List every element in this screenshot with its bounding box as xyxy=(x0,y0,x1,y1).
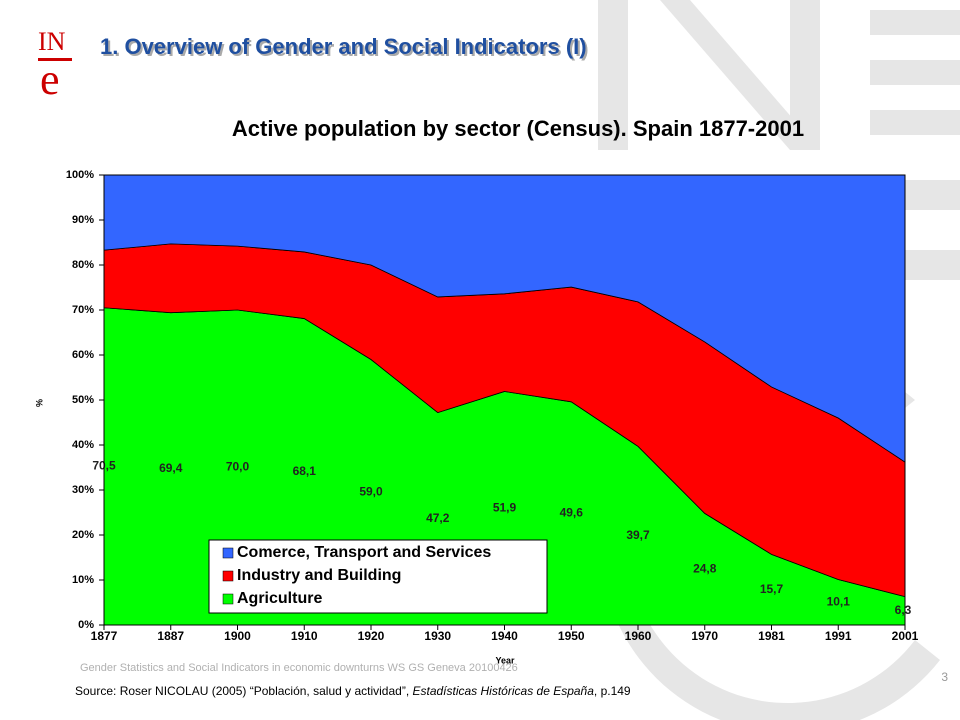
y-tick-label: 40% xyxy=(72,439,94,451)
legend-box xyxy=(208,539,548,614)
source-after: , p.149 xyxy=(594,684,631,698)
legend-label: Comerce, Transport and Services xyxy=(237,544,491,561)
y-tick-label: 0% xyxy=(78,619,94,631)
chart-title: Active population by sector (Census). Sp… xyxy=(232,116,804,141)
data-label: 47,2 xyxy=(426,511,450,525)
source-italic: Estadísticas Históricas de España xyxy=(412,684,594,698)
data-label: 69,4 xyxy=(159,461,183,475)
y-axis-label: % xyxy=(34,399,44,407)
data-label: 6,3 xyxy=(895,603,912,617)
y-tick-label: 100% xyxy=(66,169,94,181)
x-tick-label: 1900 xyxy=(224,629,251,643)
legend-swatch xyxy=(222,570,234,582)
data-label: 70,0 xyxy=(226,460,250,474)
x-tick-label: 1970 xyxy=(691,629,718,643)
logo-bottom: e xyxy=(40,55,60,104)
x-tick-label: 1877 xyxy=(91,629,118,643)
y-tick-label: 20% xyxy=(72,529,94,541)
page-number: 3 xyxy=(941,670,948,684)
data-label: 59,0 xyxy=(359,484,383,498)
y-tick-label: 10% xyxy=(72,574,94,586)
legend-label: Industry and Building xyxy=(237,567,401,584)
x-axis-label: Year xyxy=(495,655,515,665)
y-tick-label: 50% xyxy=(72,394,94,406)
x-tick-label: 1920 xyxy=(358,629,385,643)
x-tick-label: 1950 xyxy=(558,629,585,643)
source-before: Source: Roser NICOLAU (2005) “Población,… xyxy=(75,684,412,698)
x-tick-label: 1930 xyxy=(424,629,451,643)
slide-title-shadow: 1. Overview of Gender and Social Indicat… xyxy=(102,36,589,61)
data-label: 15,7 xyxy=(760,582,784,596)
x-tick-label: 1940 xyxy=(491,629,518,643)
x-tick-label: 1991 xyxy=(825,629,852,643)
data-label: 24,8 xyxy=(693,561,717,575)
data-label: 49,6 xyxy=(560,506,584,520)
logo-top: IN xyxy=(38,27,66,56)
y-tick-label: 80% xyxy=(72,259,94,271)
legend-label: Agriculture xyxy=(237,590,322,607)
x-tick-label: 1887 xyxy=(157,629,184,643)
y-tick-label: 60% xyxy=(72,349,94,361)
x-tick-label: 1910 xyxy=(291,629,318,643)
legend-swatch xyxy=(222,547,234,559)
legend: Comerce, Transport and Services Industry … xyxy=(208,539,548,614)
y-tick-label: 70% xyxy=(72,304,94,316)
x-tick-label: 1960 xyxy=(625,629,652,643)
logo-rule xyxy=(38,58,72,61)
x-tick-label: 1981 xyxy=(758,629,785,643)
legend-swatch xyxy=(222,593,234,605)
footer: Gender Statistics and Social Indicators … xyxy=(80,662,518,674)
y-tick-label: 30% xyxy=(72,484,94,496)
data-label: 51,9 xyxy=(493,500,517,514)
x-tick-label: 2001 xyxy=(892,629,919,643)
data-label: 68,1 xyxy=(293,464,317,478)
watermark xyxy=(598,0,960,720)
slide-title: 1. Overview of Gender and Social Indicat… xyxy=(100,34,587,59)
source: Source: Roser NICOLAU (2005) “Población,… xyxy=(75,684,631,698)
data-label: 39,7 xyxy=(626,528,650,542)
data-label: 10,1 xyxy=(827,594,851,608)
y-tick-label: 90% xyxy=(72,214,94,226)
